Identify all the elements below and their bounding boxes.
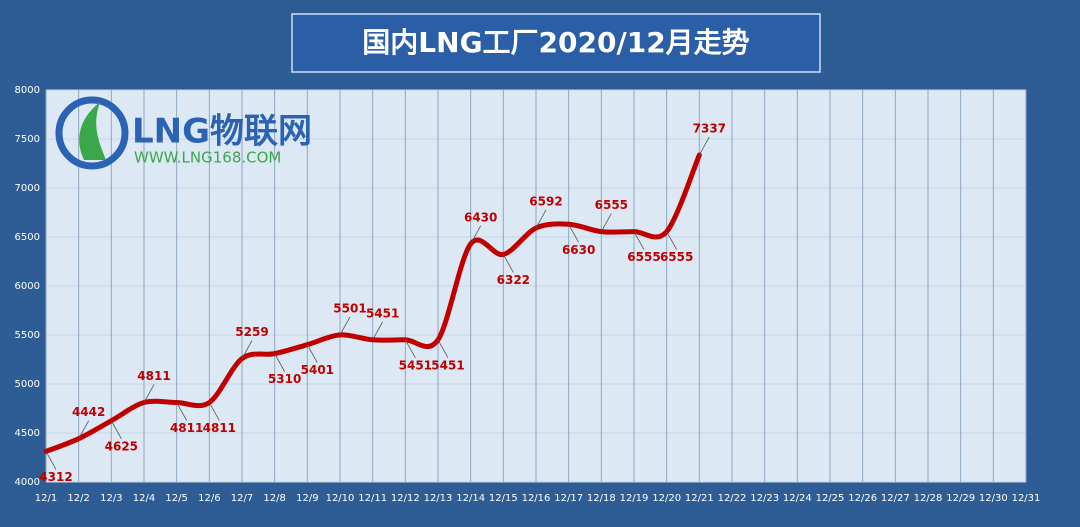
x-tick-label: 12/12 [391,493,420,504]
x-tick-label: 12/10 [326,493,355,504]
leader-line [372,321,384,340]
y-tick-label: 6000 [15,281,40,292]
chart-title: 国内LNG工厂2020/12月走势 [362,26,749,59]
x-tick-label: 12/27 [881,493,910,504]
x-tick-label: 12/28 [914,493,943,504]
x-tick-label: 12/14 [456,493,485,504]
data-label: 4312 [39,470,72,484]
data-label: 7337 [693,121,726,135]
x-tick-label: 12/22 [718,493,747,504]
leader-line [339,316,351,336]
x-tick-label: 12/31 [1012,493,1041,504]
watermark-url: WWW.LNG168.COM [134,149,281,167]
y-tick-label: 7500 [15,134,40,145]
data-label: 6555 [627,250,660,264]
data-label: 6592 [529,194,562,208]
leader-line [698,136,710,156]
watermark: LNG物联网 [132,112,312,152]
y-tick-label: 5000 [15,379,40,390]
data-label: 4811 [203,421,236,435]
leader-line [502,254,514,273]
x-tick-label: 12/4 [133,493,155,504]
title-box [291,13,821,73]
leader-line [600,213,612,232]
x-tick-label: 12/25 [816,493,845,504]
leader-line [241,340,253,359]
data-label: 5401 [301,363,334,377]
leader-line [176,402,188,421]
leader-line [404,339,416,358]
y-tick-label: 4500 [15,428,40,439]
data-label: 5451 [366,306,399,320]
x-tick-label: 12/24 [783,493,812,504]
y-tick-label: 6500 [15,232,40,243]
data-label: 5259 [235,325,268,339]
leader-line [633,231,645,250]
leader-line [437,339,449,358]
x-tick-label: 12/23 [750,493,779,504]
data-label: 4442 [72,405,105,419]
leader-line [666,231,678,250]
leader-line [78,420,90,439]
data-label: 5451 [399,358,432,372]
leader-line [306,344,318,363]
logo-ring [55,96,129,170]
leader-line [45,451,57,470]
data-label: 4811 [170,421,203,435]
data-label: 6555 [595,198,628,212]
data-label: 5451 [431,358,464,372]
x-tick-label: 12/26 [848,493,877,504]
x-tick-label: 12/17 [554,493,583,504]
data-label: 6555 [660,250,693,264]
y-tick-label: 7000 [15,183,40,194]
data-label: 6630 [562,243,595,257]
x-tick-label: 12/9 [296,493,318,504]
x-tick-label: 12/18 [587,493,616,504]
x-tick-label: 12/16 [522,493,551,504]
leader-line [208,402,220,421]
leader-line [470,225,482,245]
data-label: 4811 [137,369,170,383]
x-tick-label: 12/13 [424,493,453,504]
y-tick-label: 4000 [15,477,40,488]
leader-line [274,353,286,372]
x-tick-label: 12/11 [358,493,387,504]
x-tick-label: 12/15 [489,493,518,504]
logo-leaf [79,102,106,160]
data-label: 4625 [105,439,138,453]
line [43,152,702,454]
x-tick-label: 12/5 [165,493,187,504]
leader-line [110,420,122,439]
x-tick-label: 12/30 [979,493,1008,504]
x-tick-label: 12/19 [620,493,649,504]
x-tick-label: 12/7 [231,493,253,504]
x-tick-label: 12/8 [263,493,285,504]
x-tick-label: 12/2 [67,493,89,504]
y-tick-label: 8000 [15,85,40,96]
x-tick-label: 12/29 [946,493,975,504]
data-label: 6322 [497,273,530,287]
leader-line [535,209,547,229]
data-label: 5310 [268,372,301,386]
x-tick-label: 12/3 [100,493,122,504]
y-tick-label: 5500 [15,330,40,341]
leader-line [568,224,580,243]
x-tick-label: 12/6 [198,493,220,504]
data-label: 5501 [333,301,366,315]
x-tick-label: 12/21 [685,493,714,504]
leader-line [143,384,155,403]
x-tick-label: 12/20 [652,493,681,504]
x-tick-label: 12/1 [35,493,57,504]
data-label: 6430 [464,210,497,224]
